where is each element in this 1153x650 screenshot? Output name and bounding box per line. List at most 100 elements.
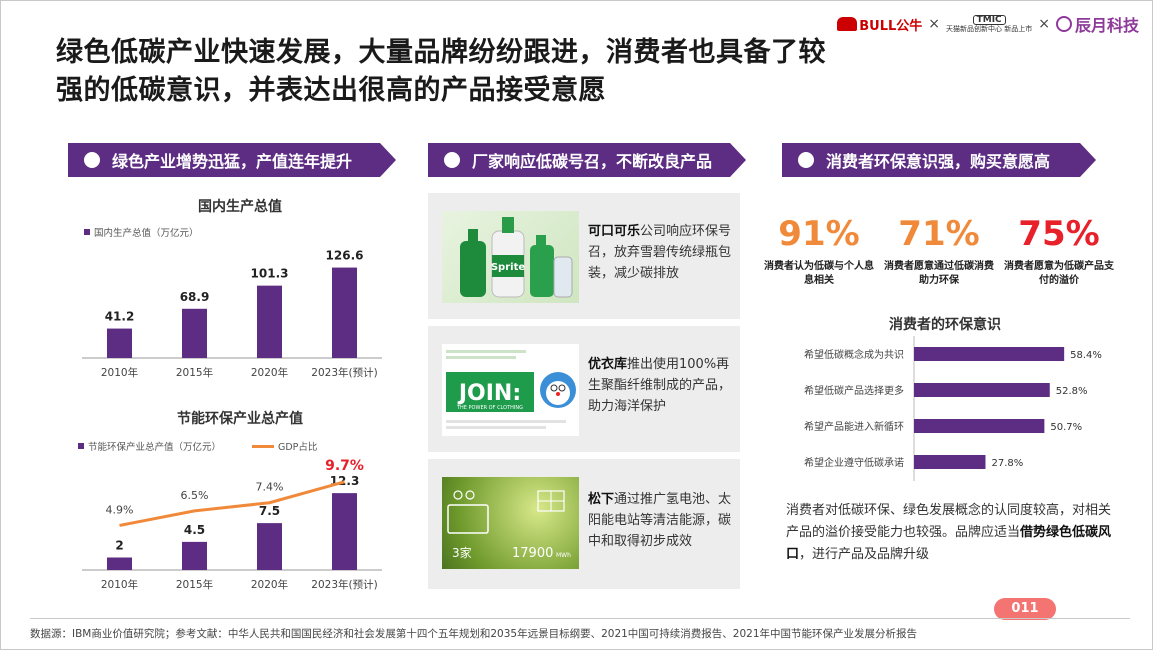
bottle-icon: Sprite <box>460 217 573 298</box>
data-label: 58.4% <box>1070 350 1102 361</box>
footer-divider <box>30 618 1130 619</box>
sprite-label: Sprite <box>491 262 526 273</box>
bull-icon <box>837 17 858 31</box>
bar <box>257 285 282 358</box>
page-title-line2: 强的低碳意识，并表达出很高的产品接受意愿 <box>56 75 606 106</box>
solar-panel-icon: 3家 17900 MWh <box>447 490 571 561</box>
line-data-label: 7.4% <box>256 481 284 494</box>
bar <box>332 267 357 358</box>
stat-low-carbon-consumption: 71% 消费者愿意通过低碳消费助力环保 <box>884 212 994 288</box>
brand-description: 推出使用100%再生聚酯纤维制成的产品，助力海洋保护 <box>588 357 732 414</box>
banner-label: 绿色产业增势迅猛，产值连年提升 <box>112 152 353 171</box>
legend-swatch <box>78 443 84 449</box>
banner-label: 消费者环保意识强，购买意愿高 <box>826 152 1051 171</box>
page-title-line1: 绿色低碳产业快速发展，大量品牌纷纷跟进，消费者也具备了较 <box>56 37 826 68</box>
source-note: 数据源：IBM商业价值研究院；参考文献：中华人民共和国国民经济和社会发展第十四个… <box>30 628 918 640</box>
bullet-dot-icon <box>84 152 100 168</box>
sprite-bottles-image: Sprite <box>442 211 579 303</box>
stat-value: 91% <box>778 214 860 254</box>
banner-brand-response: 厂家响应低碳号召，不断改良产品 <box>428 143 746 177</box>
legend-line-swatch <box>252 444 274 448</box>
chenyue-logo: 辰月科技 <box>1055 12 1139 36</box>
stat-low-carbon-relevance: 91% 消费者认为低碳与个人息息相关 <box>764 212 874 288</box>
data-label: 2 <box>115 539 123 553</box>
bull-logo-text: BULL公牛 <box>859 18 923 34</box>
bar <box>182 541 207 570</box>
brand-description: 公司响应环保号召，放弃雪碧传统绿瓶包装，减少碳排放 <box>588 224 732 281</box>
panasonic-solar-image: 3家 17900 MWh <box>442 477 579 569</box>
brand-description: 通过推广氢电池、太阳能电站等清洁能源，碳中和取得初步成效 <box>588 492 732 549</box>
data-label: 50.7% <box>1050 422 1082 433</box>
brand-card-uniqlo: JOIN: THE POWER OF CLOTHING 优衣库推出使用100%再… <box>428 326 740 452</box>
banner-consumer-awareness: 消费者环保意识强，购买意愿高 <box>782 143 1096 177</box>
bar <box>914 455 986 469</box>
page-number: 011 <box>994 598 1056 620</box>
banner-label: 厂家响应低碳号召，不断改良产品 <box>472 152 713 171</box>
eco-bar-legend: 节能环保产业总产值（万亿元） <box>78 439 221 453</box>
uniqlo-join-image: JOIN: THE POWER OF CLOTHING <box>442 344 579 436</box>
tmic-logo-subtext: 天猫新品创新中心 新品上市 <box>946 25 1033 33</box>
stat-label: 消费者愿意通过低碳消费助力环保 <box>884 261 994 286</box>
line-data-label: 6.5% <box>181 489 209 502</box>
y-tick-label: 希望企业遵守低碳承诺 <box>804 456 904 469</box>
logo-separator: × <box>928 16 941 32</box>
x-tick-label: 2020年 <box>251 578 288 591</box>
tmic-logo: TMIC 天猫新品创新中心 新品上市 <box>946 15 1032 33</box>
data-label: 101.3 <box>251 267 289 281</box>
eco-industry-combo-chart: 22010年4.52015年7.52020年12.32023年(预计)4.9%6… <box>82 458 382 591</box>
gdp-chart-legend: 国内生产总值（万亿元） <box>84 225 199 239</box>
stat-value: 75% <box>1018 214 1100 254</box>
legend-label: 节能环保产业总产值（万亿元） <box>88 442 222 453</box>
stat-label: 消费者认为低碳与个人息息相关 <box>764 261 874 286</box>
x-tick-label: 2023年(预计) <box>311 366 377 379</box>
bar <box>107 328 132 358</box>
bar <box>107 557 132 570</box>
data-label: 126.6 <box>326 249 364 263</box>
x-tick-label: 2020年 <box>251 366 288 379</box>
y-tick-label: 希望低碳产品选择更多 <box>804 384 904 397</box>
partner-logos: BULL公牛 × TMIC 天猫新品创新中心 新品上市 × 辰月科技 <box>837 12 1139 36</box>
brand-name: 可口可乐 <box>588 224 641 239</box>
brand-card-coca-cola: Sprite 可口可乐公司响应环保号召，放弃雪碧传统绿瓶包装，减少碳排放 <box>428 193 740 319</box>
bullet-dot-icon <box>798 152 814 168</box>
brand-card-text: 可口可乐公司响应环保号召，放弃雪碧传统绿瓶包装，减少碳排放 <box>588 221 738 284</box>
data-label: 4.5 <box>184 523 205 537</box>
summary-text-end: ，进行产品及品牌升级 <box>799 547 930 562</box>
panasonic-energy-unit: MWh <box>556 552 571 559</box>
gdp-chart-title: 国内生产总值 <box>198 199 282 215</box>
logo-separator: × <box>1038 16 1050 32</box>
brand-name: 优衣库 <box>588 357 628 372</box>
brand-name: 松下 <box>588 492 615 507</box>
legend-label: 国内生产总值（万亿元） <box>94 228 199 239</box>
awareness-chart-title: 消费者的环保意识 <box>889 317 1001 333</box>
banner-industry-growth: 绿色产业增势迅猛，产值连年提升 <box>68 143 396 177</box>
stat-label: 消费者愿意为低碳产品支付的溢价 <box>1004 261 1114 286</box>
data-label: 27.8% <box>991 458 1023 469</box>
bar <box>914 347 1065 361</box>
brand-card-panasonic: 3家 17900 MWh 松下通过推广氢电池、太阳能电站等清洁能源，碳中和取得初… <box>428 459 740 589</box>
bullet-dot-icon <box>444 152 460 168</box>
summary-text: 消费者对低碳环保、绿色发展概念的认同度较高，对相关产品的溢价接受能力也较强。品牌… <box>786 503 1112 540</box>
legend-label: GDP占比 <box>278 442 318 453</box>
gdp-share-legend: GDP占比 <box>252 439 317 453</box>
x-tick-label: 2010年 <box>101 366 138 379</box>
chenyue-logo-text: 辰月科技 <box>1074 16 1139 35</box>
stat-premium-willingness: 75% 消费者愿意为低碳产品支付的溢价 <box>1004 212 1114 288</box>
bar <box>332 493 357 570</box>
bull-logo: BULL公牛 <box>837 15 922 34</box>
tmic-logo-text: TMIC <box>972 15 1006 25</box>
bar <box>182 308 207 358</box>
consumer-summary: 消费者对低碳环保、绿色发展概念的认同度较高，对相关产品的溢价接受能力也较强。品牌… <box>786 500 1116 566</box>
brand-card-text: 松下通过推广氢电池、太阳能电站等清洁能源，碳中和取得初步成效 <box>588 489 738 552</box>
brand-card-text: 优衣库推出使用100%再生聚酯纤维制成的产品，助力海洋保护 <box>588 354 738 417</box>
summary-highlight: 借势绿色低碳风口 <box>786 525 1112 562</box>
gdp-bar-chart: 41.2 2010年 68.9 2015年 101.3 2020年 126.6 2023年(预… <box>82 249 382 379</box>
x-tick-label: 2010年 <box>101 578 138 591</box>
y-tick-label: 希望低碳概念成为共识 <box>804 348 904 361</box>
panasonic-count: 3家 <box>452 545 472 560</box>
data-label: 52.8% <box>1056 386 1088 397</box>
join-subtext: THE POWER OF CLOTHING <box>456 405 523 411</box>
page-title: 绿色低碳产业快速发展，大量品牌纷纷跟进，消费者也具备了较 强的低碳意识，并表达出… <box>56 34 876 110</box>
awareness-hbar-chart: 希望低碳概念成为共识 58.4% 希望低碳产品选择更多 52.8% 希望产品能进入新循环… <box>804 336 1102 481</box>
bar <box>914 419 1045 433</box>
